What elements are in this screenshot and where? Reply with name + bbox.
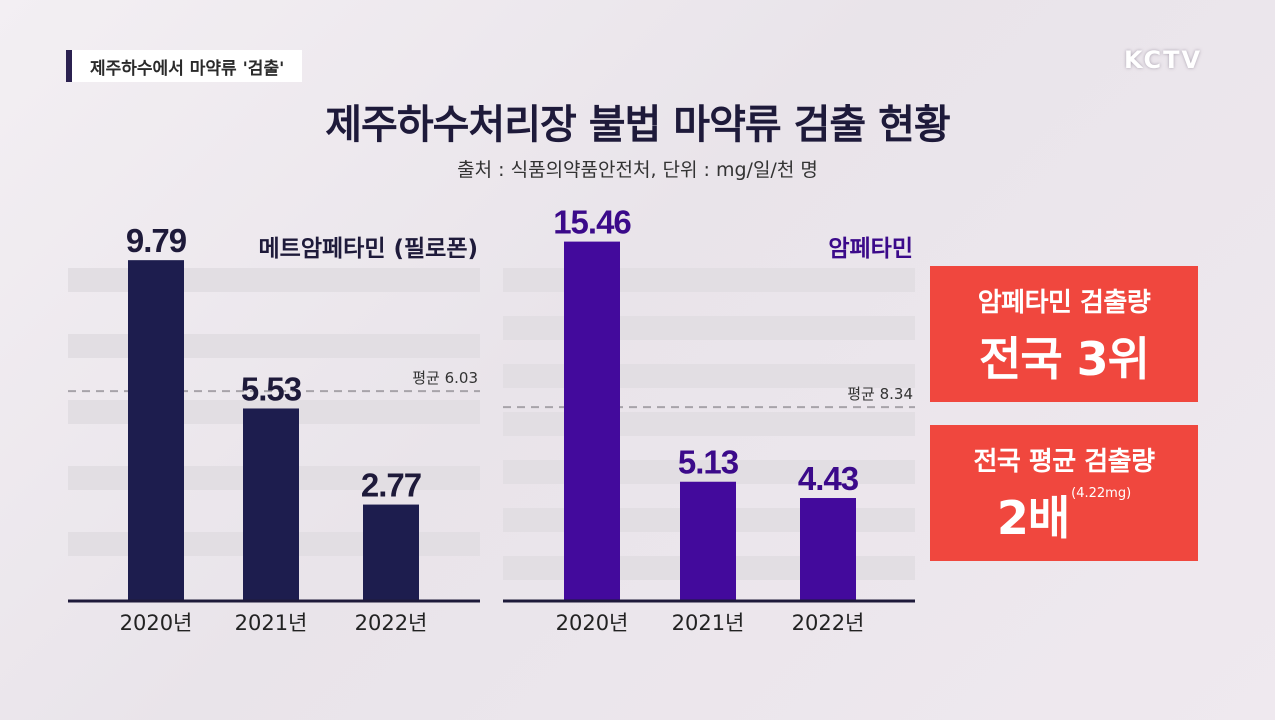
amph-value-label-2020년: 15.46 [553, 204, 631, 241]
meth-bar-2021년 [243, 408, 299, 601]
meth-average-label: 평균 6.03 [412, 369, 478, 387]
meth-bar-2022년 [363, 504, 419, 601]
amph-category-label-2021년: 2021년 [672, 611, 745, 635]
corner-label: 제주하수에서 마약류 '검출' [66, 50, 303, 82]
meth-bar-2020년 [128, 260, 184, 601]
amph-bar-2022년 [800, 498, 856, 601]
double-callout-note: (4.22mg) [1071, 486, 1132, 501]
amph-bar-2021년 [680, 481, 736, 601]
rank-callout: 암페타민 검출량 전국 3위 [930, 266, 1198, 402]
double-callout: 전국 평균 검출량 2배 (4.22mg) [930, 425, 1198, 561]
meth-category-label-2022년: 2022년 [355, 611, 428, 635]
double-callout-line2-wrap: 2배 (4.22mg) [930, 482, 1198, 548]
chart-subtitle: 출처 : 식품의약품안전처, 단위 : mg/일/천 명 [457, 159, 818, 181]
meth-category-label-2021년: 2021년 [235, 611, 308, 635]
double-callout-line2: 2배 [996, 491, 1070, 545]
meth-value-label-2022년: 2.77 [361, 467, 421, 504]
chart-title: 제주하수처리장 불법 마약류 검출 현황 [325, 102, 951, 148]
meth-series-title: 메트암페타민 (필로폰) [259, 236, 478, 262]
amph-average-label: 평균 8.34 [847, 385, 913, 403]
meth-value-label-2021년: 5.53 [241, 370, 302, 407]
rank-callout-line2: 전국 3위 [979, 332, 1150, 386]
amph-series-title: 암페타민 [828, 236, 913, 262]
amph-value-label-2022년: 4.43 [798, 460, 859, 497]
amph-value-label-2021년: 5.13 [678, 444, 739, 481]
amph-category-label-2020년: 2020년 [556, 611, 629, 635]
double-callout-line1: 전국 평균 검출량 [973, 447, 1155, 477]
meth-category-label-2020년: 2020년 [120, 611, 193, 635]
kctv-logo: KCTV [1124, 46, 1203, 74]
meth-value-label-2020년: 9.79 [126, 222, 187, 259]
corner-label-text: 제주하수에서 마약류 '검출' [90, 58, 285, 79]
amph-category-label-2022년: 2022년 [792, 611, 865, 635]
rank-callout-line1: 암페타민 검출량 [977, 288, 1151, 318]
amph-bar-2020년 [564, 241, 620, 601]
